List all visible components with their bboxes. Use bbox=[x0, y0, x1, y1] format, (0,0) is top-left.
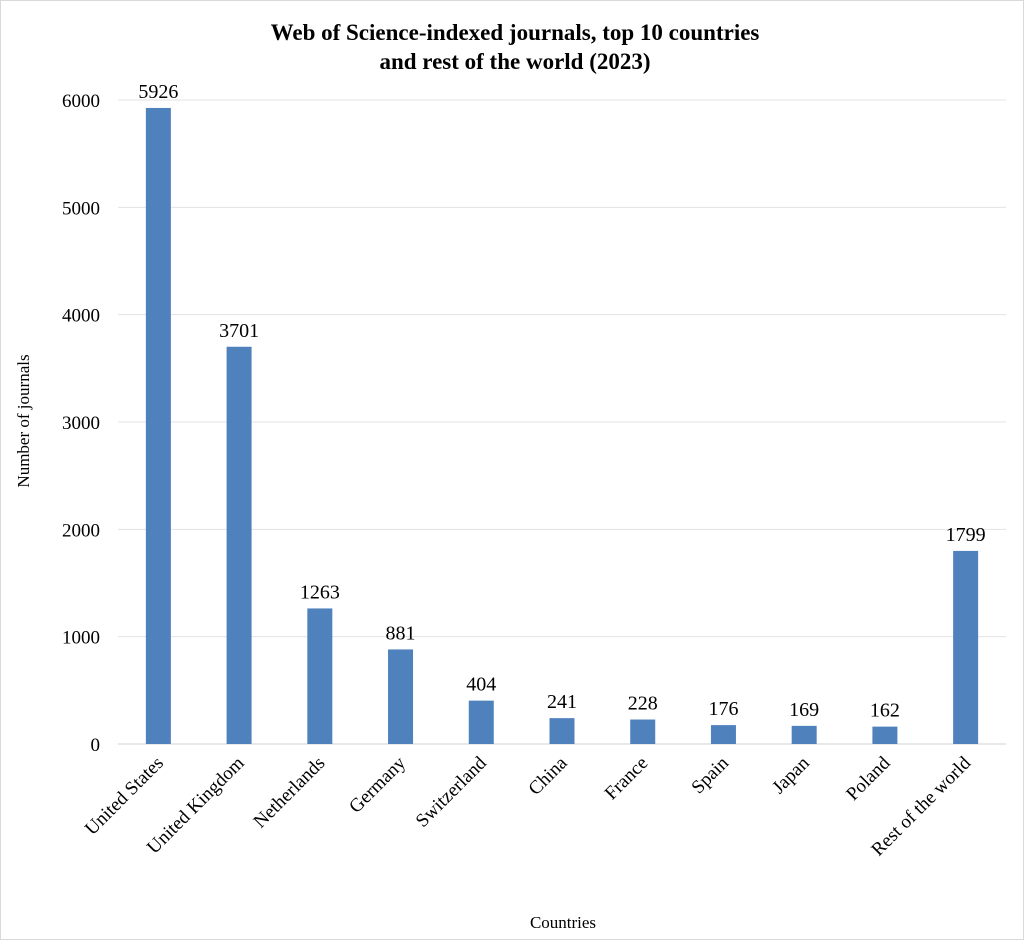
x-tick-label: China bbox=[525, 752, 572, 799]
data-label: 241 bbox=[547, 691, 577, 713]
x-tick-label: Spain bbox=[688, 752, 734, 798]
y-axis-title: Number of journals bbox=[14, 354, 33, 487]
bar bbox=[630, 719, 656, 744]
bar bbox=[710, 725, 736, 744]
data-label: 169 bbox=[789, 699, 819, 721]
x-tick-label: Switzerland bbox=[412, 752, 491, 831]
y-tick-label: 4000 bbox=[62, 306, 100, 327]
bar bbox=[791, 725, 817, 744]
chart-title-line-1: Web of Science-indexed journals, top 10 … bbox=[271, 20, 760, 45]
gridlines bbox=[118, 99, 1006, 745]
bar bbox=[953, 550, 979, 744]
y-tick-label: 5000 bbox=[62, 198, 100, 219]
data-label: 162 bbox=[870, 700, 900, 722]
data-label: 404 bbox=[466, 674, 496, 696]
x-tick-label: Netherlands bbox=[250, 753, 330, 833]
x-tick-label: Germany bbox=[345, 752, 410, 817]
data-label: 176 bbox=[708, 698, 738, 720]
data-labels: 5926 3701 1263 881 404 241 228 176 169 162 1799 bbox=[138, 81, 985, 722]
data-label: 1263 bbox=[300, 581, 340, 603]
data-label: 881 bbox=[386, 622, 416, 644]
x-tick-label: Poland bbox=[842, 752, 895, 805]
bar bbox=[226, 346, 252, 744]
chart-title-line-2: and rest of the world (2023) bbox=[379, 49, 650, 74]
y-axis-ticks: 0 1000 2000 3000 4000 5000 6000 bbox=[62, 91, 100, 756]
y-tick-label: 1000 bbox=[62, 628, 100, 649]
data-label: 1799 bbox=[946, 524, 986, 546]
bars bbox=[145, 107, 979, 744]
x-tick-label: United States bbox=[81, 753, 168, 840]
bar bbox=[307, 608, 333, 744]
bar bbox=[468, 700, 494, 744]
data-label: 228 bbox=[628, 693, 658, 715]
data-label: 3701 bbox=[219, 320, 259, 342]
x-axis-title: Countries bbox=[530, 913, 596, 932]
data-label: 5926 bbox=[138, 81, 178, 103]
bar bbox=[388, 649, 414, 744]
bar bbox=[145, 107, 171, 744]
x-tick-label: France bbox=[601, 753, 652, 804]
y-tick-label: 2000 bbox=[62, 520, 100, 541]
y-tick-label: 0 bbox=[91, 735, 101, 756]
bar bbox=[549, 718, 575, 744]
y-tick-label: 3000 bbox=[62, 413, 100, 434]
y-tick-label: 6000 bbox=[62, 91, 100, 112]
x-tick-label: Japan bbox=[768, 752, 814, 798]
bar bbox=[872, 726, 898, 744]
